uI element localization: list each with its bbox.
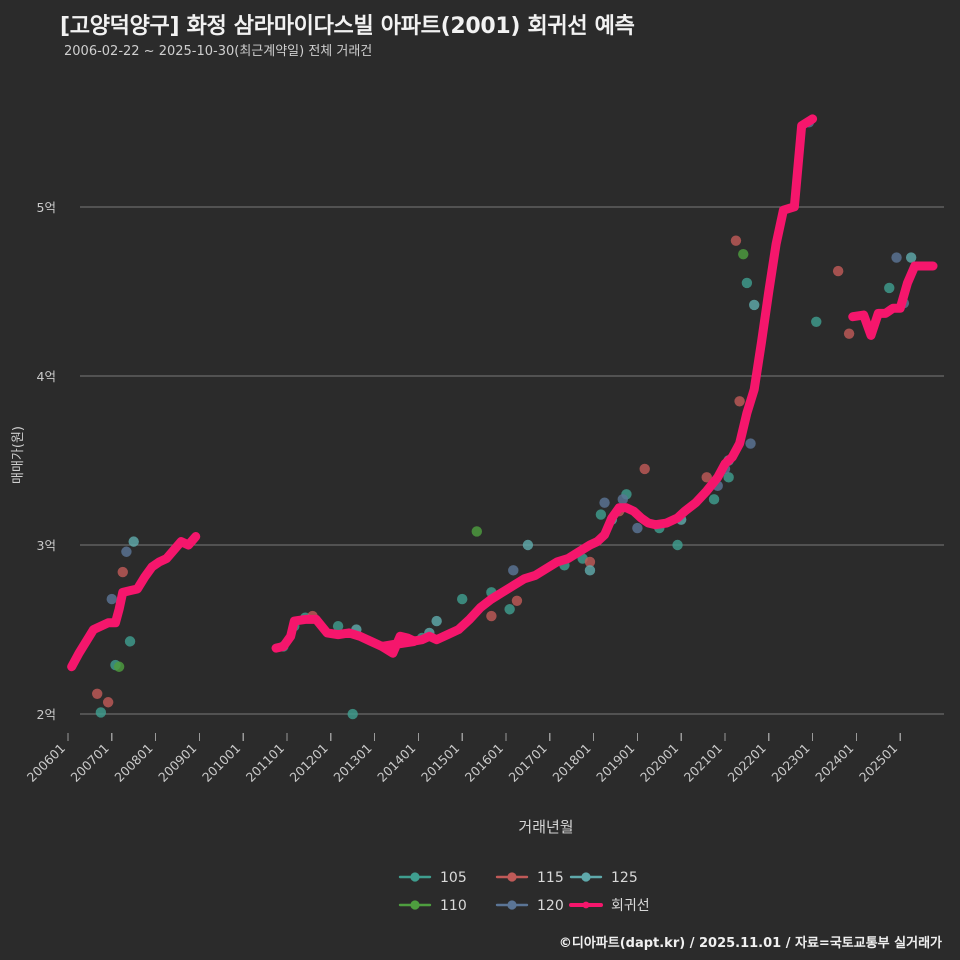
- scatter-point: [431, 615, 442, 627]
- y-axis-tick-label: 3억: [37, 538, 56, 553]
- scatter-points-group: [92, 117, 917, 720]
- legend-item[interactable]: 125: [569, 870, 638, 886]
- x-axis-tick-label: 200801: [111, 741, 155, 785]
- legend-swatch-marker: [582, 901, 590, 909]
- scatter-point: [891, 252, 902, 263]
- scatter-point: [884, 282, 895, 294]
- scatter-point: [595, 509, 607, 520]
- page-title: [고양덕양구] 화정 삼라마이다스빌 아파트(2001) 회귀선 예측: [60, 14, 635, 39]
- scatter-point: [128, 536, 139, 547]
- scatter-point: [749, 299, 760, 311]
- scatter-point: [457, 593, 468, 605]
- y-axis-tick-label: 4억: [37, 369, 56, 384]
- legend-item[interactable]: 120: [495, 898, 564, 914]
- regression-line-group: [67, 114, 938, 672]
- x-axis-tick-label: 200701: [68, 741, 112, 785]
- legend-item[interactable]: 115: [495, 870, 564, 886]
- scatter-point: [92, 688, 103, 699]
- regression-line-segment: [271, 114, 818, 658]
- scatter-point: [486, 610, 497, 622]
- scatter-point: [347, 708, 358, 720]
- legend-item[interactable]: 110: [398, 898, 467, 914]
- legend-label: 회귀선: [611, 898, 650, 914]
- scatter-point: [734, 396, 745, 407]
- scatter-point: [843, 328, 855, 339]
- gridlines-group: [80, 206, 944, 715]
- scatter-point: [708, 494, 720, 505]
- scatter-point: [905, 252, 917, 263]
- x-axis-tick-label: 201001: [199, 741, 243, 785]
- page-subtitle: 2006-02-22 ~ 2025-10-30(최근계약일) 전체 거래건: [64, 44, 373, 59]
- x-axis-tick-label: 202501: [856, 741, 900, 785]
- scatter-point: [741, 277, 753, 289]
- regression-line-segment: [848, 261, 938, 340]
- scatter-point: [811, 316, 822, 327]
- scatter-point: [745, 438, 756, 449]
- scatter-point: [511, 595, 523, 606]
- scatter-point: [617, 494, 628, 505]
- scatter-point: [730, 235, 742, 246]
- x-axis-tick-label: 201101: [243, 741, 287, 785]
- scatter-point: [95, 707, 107, 718]
- scatter-point: [124, 636, 136, 647]
- x-axis-tick-label: 201301: [330, 741, 374, 785]
- scatter-point: [471, 526, 482, 537]
- scatter-point: [599, 497, 610, 508]
- y-axis-tick-label: 2억: [37, 707, 56, 722]
- legend-swatch-marker: [410, 900, 420, 910]
- x-axis-tick-label: 201201: [287, 741, 331, 785]
- scatter-point: [106, 593, 118, 605]
- x-axis-title: 거래년월: [518, 818, 573, 836]
- legend-swatch-marker: [581, 872, 591, 882]
- legend-label: 105: [440, 870, 467, 886]
- x-axis-tick-label: 201901: [593, 741, 637, 785]
- scatter-point: [639, 463, 650, 475]
- scatter-point: [701, 472, 712, 483]
- x-axis-tick-label: 201401: [374, 741, 418, 785]
- scatter-point: [672, 539, 683, 551]
- x-axis-tick-label: 201501: [418, 741, 462, 785]
- legend-label: 115: [537, 870, 564, 886]
- x-axis-tick-label: 201701: [506, 741, 550, 785]
- x-axis-tick-label: 202201: [725, 741, 769, 785]
- regression-line-segment: [67, 532, 201, 672]
- x-axis-tick-label: 200601: [24, 741, 68, 785]
- scatter-point: [117, 566, 128, 578]
- legend-swatch-marker: [507, 872, 517, 882]
- legend-item[interactable]: 105: [398, 870, 467, 886]
- scatter-point: [113, 661, 125, 672]
- scatter-point: [332, 620, 344, 632]
- scatter-point: [504, 604, 515, 615]
- scatter-point: [508, 565, 519, 576]
- scatter-point: [832, 265, 844, 277]
- scatter-point: [723, 472, 734, 483]
- scatter-point: [584, 556, 596, 568]
- y-axis-tick-label: 5억: [37, 200, 56, 215]
- x-axis-tick-label: 202101: [681, 741, 725, 785]
- legend-swatch-marker: [507, 900, 517, 910]
- x-axis-tick-label: 202401: [812, 741, 856, 785]
- legend-group: 105 110 115 120 125 회귀선: [398, 870, 650, 914]
- x-axis-tick-label: 201801: [549, 741, 593, 785]
- scatter-point: [632, 522, 643, 534]
- legend-item[interactable]: 회귀선: [569, 898, 650, 914]
- footer-credit: ©디아파트(dapt.kr) / 2025.11.01 / 자료=국토교통부 실…: [558, 936, 942, 951]
- scatter-point: [121, 546, 132, 557]
- scatter-point: [738, 248, 749, 260]
- legend-swatch-marker: [410, 872, 420, 882]
- x-axis-tick-label: 202001: [637, 741, 681, 785]
- x-axis-tick-label: 201601: [462, 741, 506, 785]
- legend-label: 110: [440, 898, 467, 914]
- x-axis-tick-label: 200901: [155, 741, 199, 785]
- legend-label: 120: [537, 898, 564, 914]
- scatter-point: [102, 697, 114, 708]
- y-axis-title: 매매가(원): [11, 426, 26, 484]
- scatter-point: [522, 539, 534, 551]
- legend-label: 125: [611, 870, 638, 886]
- scatter-point: [584, 565, 596, 576]
- x-axis-tick-label: 202301: [768, 741, 812, 785]
